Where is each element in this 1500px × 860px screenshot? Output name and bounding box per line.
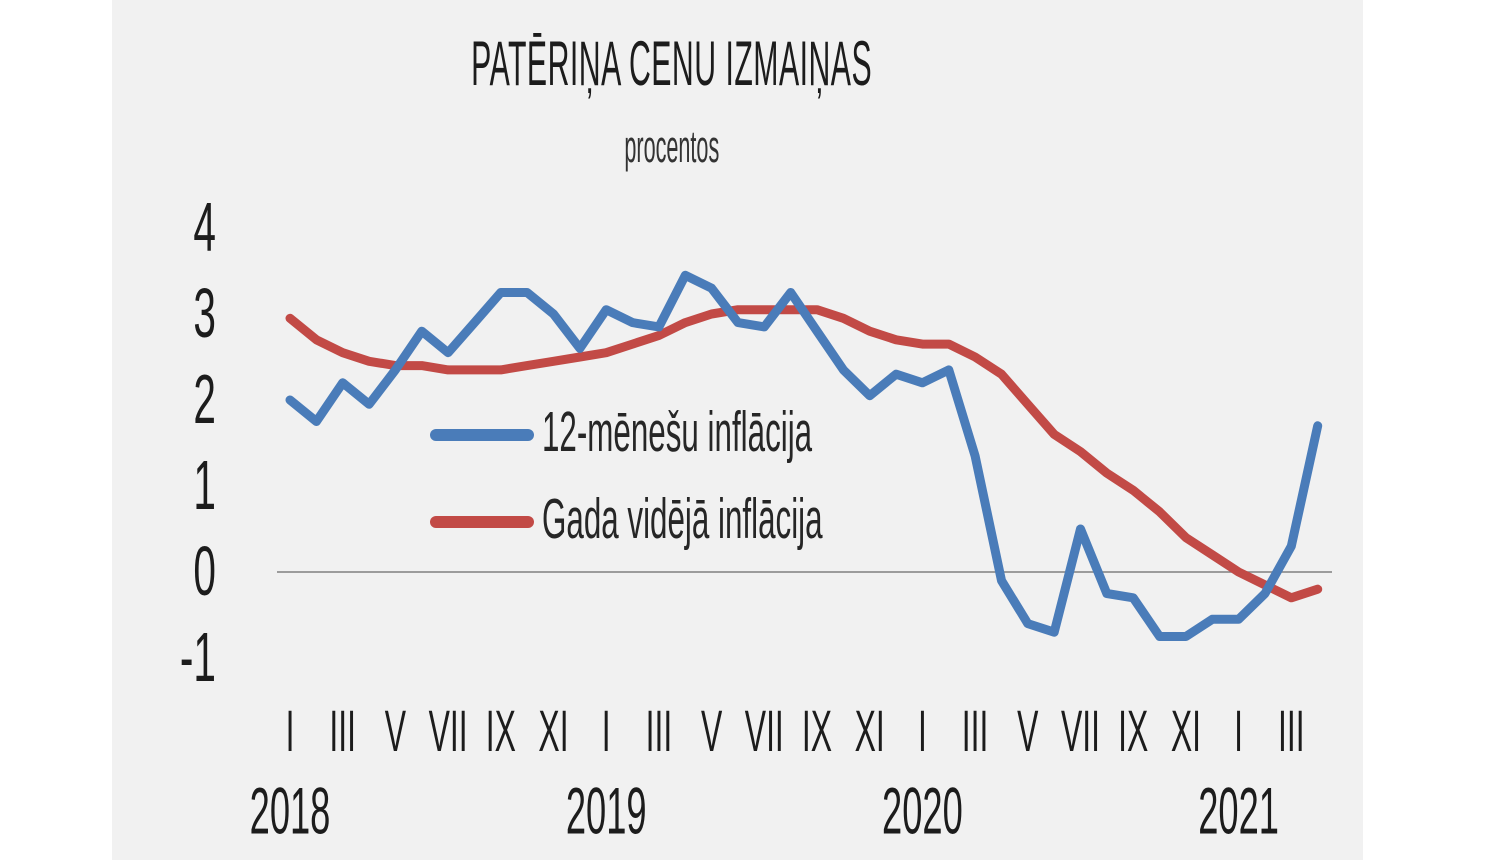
x-tick-label: I xyxy=(1234,699,1243,763)
series-line-12-m-ne-u-infl-cija xyxy=(285,270,1323,641)
y-tick-label: 1 xyxy=(193,447,216,525)
x-tick-label: III xyxy=(646,699,673,763)
chart-title-text: PATĒRIŅA CENU IZMAIŅAS xyxy=(471,29,873,99)
x-tick-label: IX xyxy=(802,699,832,763)
x-tick-label: VII xyxy=(429,699,468,763)
legend-item-12-month-inflation: 12-mēnešu inflācija xyxy=(430,399,1033,465)
chart-title: PATĒRIŅA CENU IZMAIŅAS xyxy=(0,29,1344,99)
legend-item-annual-average-inflation: Gada vidējā inflācija xyxy=(430,486,1052,552)
chart-subtitle: procentos xyxy=(0,122,1344,172)
x-tick-label: I xyxy=(286,699,295,763)
x-tick-label: V xyxy=(1017,699,1038,763)
x-tick-label: I xyxy=(602,699,611,763)
y-tick-label: 4 xyxy=(193,189,216,267)
y-tick-label: 2 xyxy=(193,361,216,439)
y-tick-label: 3 xyxy=(193,275,216,353)
x-tick-label: III xyxy=(329,699,356,763)
y-tick-label: 0 xyxy=(193,533,216,611)
x-tick-label: IX xyxy=(1118,699,1148,763)
y-tick-label: -1 xyxy=(180,619,216,697)
x-tick-label: V xyxy=(701,699,722,763)
x-tick-label: VII xyxy=(1061,699,1100,763)
x-tick-label: IX xyxy=(486,699,516,763)
chart-panel-background xyxy=(112,0,1363,860)
legend-swatch-red-line xyxy=(430,516,534,528)
x-tick-label: XI xyxy=(538,699,568,763)
x-tick-label: XI xyxy=(1171,699,1201,763)
x-year-label: 2019 xyxy=(566,775,647,848)
legend-label: Gada vidējā inflācija xyxy=(542,486,823,551)
x-tick-label: XI xyxy=(855,699,885,763)
legend-label: 12-mēnešu inflācija xyxy=(542,399,813,464)
x-tick-label: V xyxy=(385,699,406,763)
x-tick-label: III xyxy=(962,699,989,763)
x-year-label: 2021 xyxy=(1198,775,1279,848)
x-year-label: 2018 xyxy=(250,775,331,848)
x-tick-label: I xyxy=(918,699,927,763)
x-year-label: 2020 xyxy=(882,775,963,848)
x-tick-label: III xyxy=(1278,699,1305,763)
chart-subtitle-text: procentos xyxy=(624,121,720,172)
legend-swatch-blue-line xyxy=(430,429,534,441)
x-tick-label: VII xyxy=(745,699,784,763)
